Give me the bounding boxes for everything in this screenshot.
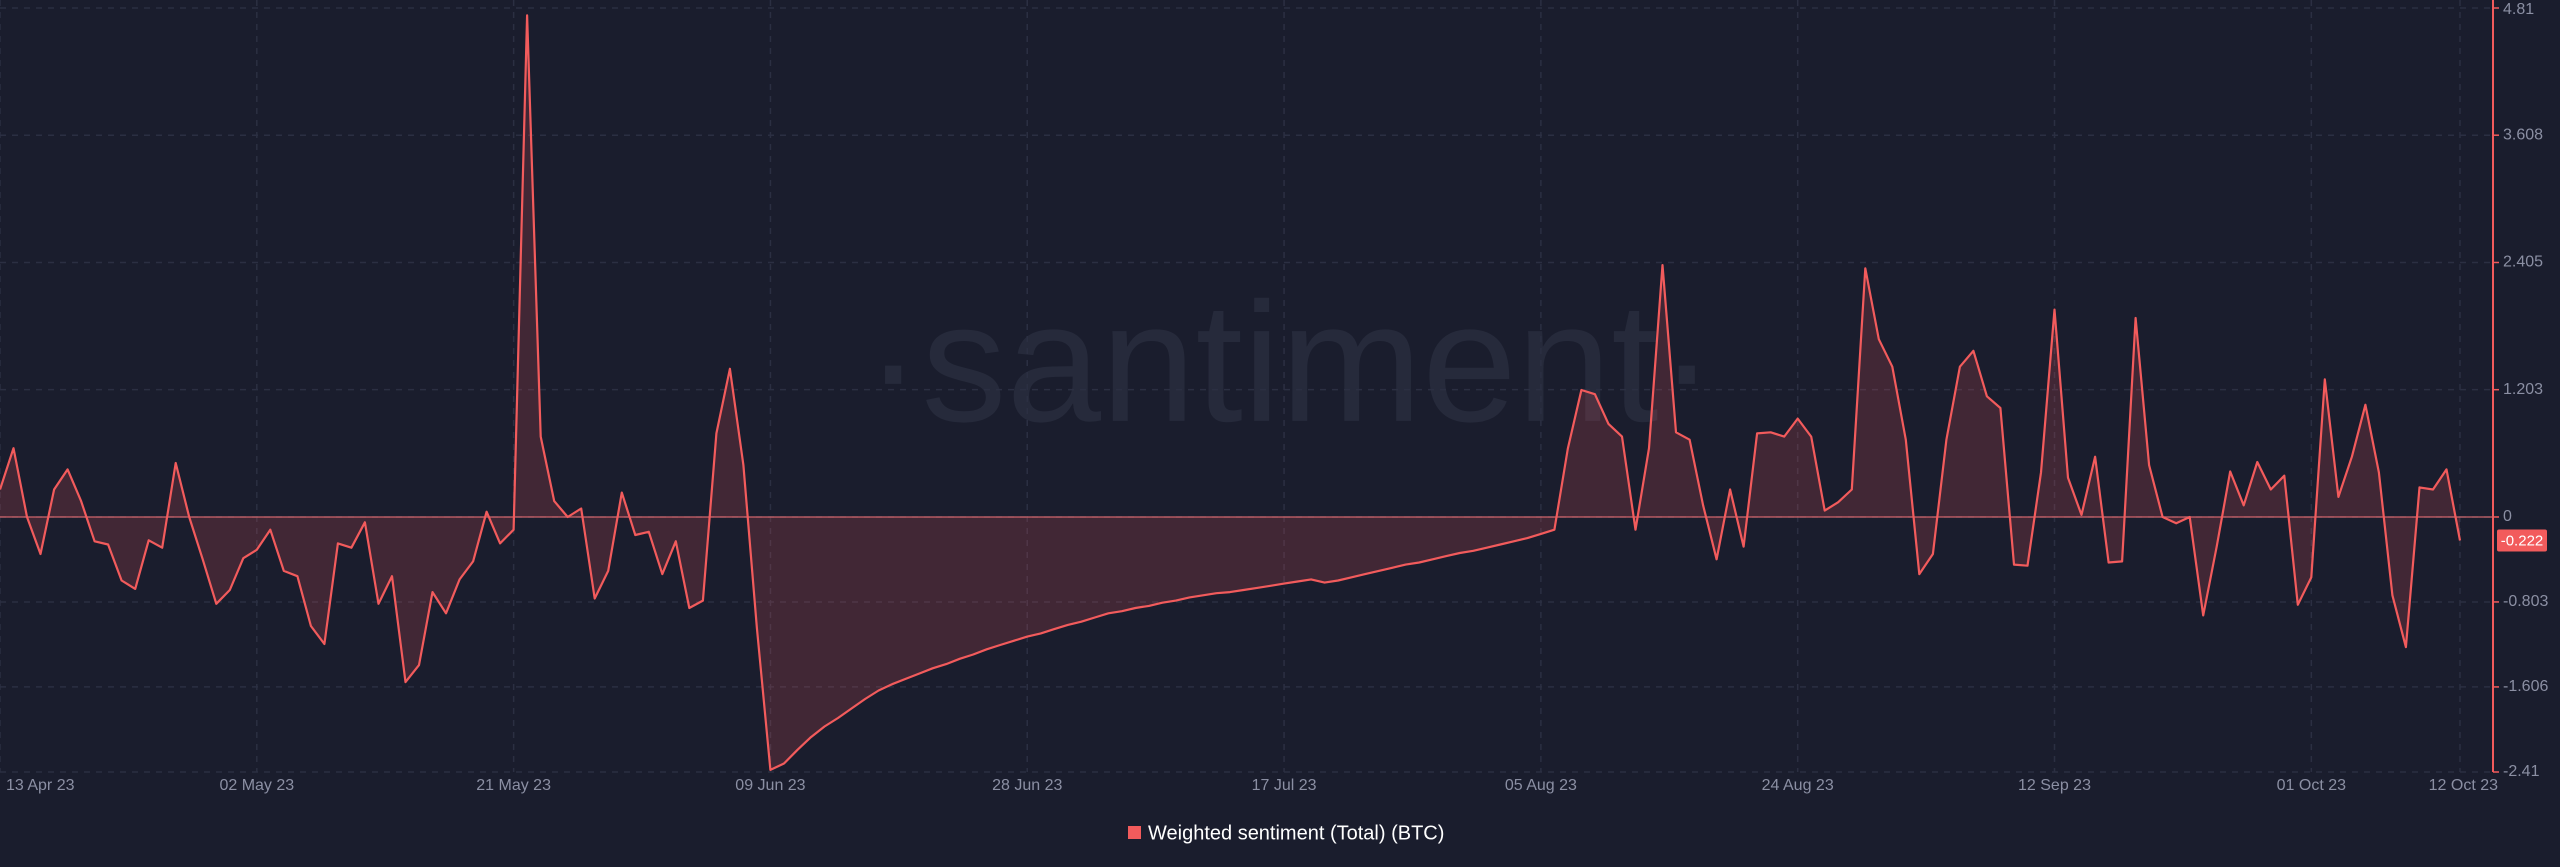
current-value-label: -0.222 — [2501, 532, 2544, 549]
y-tick-label: -2.41 — [2503, 763, 2540, 780]
y-tick-label: 2.405 — [2503, 254, 2543, 271]
legend-label: Weighted sentiment (Total) (BTC) — [1148, 822, 1444, 844]
x-tick-label: 02 May 23 — [219, 777, 294, 794]
x-tick-label: 21 May 23 — [476, 777, 551, 794]
current-value-badge — [2497, 529, 2547, 552]
x-tick-label: 17 Jul 23 — [1252, 777, 1317, 794]
line — [0, 14, 2462, 771]
x-tick-label: 05 Aug 23 — [1505, 777, 1577, 794]
y-tick-label: 1.203 — [2503, 381, 2543, 398]
x-tick-label: 13 Apr 23 — [6, 777, 75, 794]
y-tick-label: 0 — [2503, 508, 2512, 525]
x-tick-label: 24 Aug 23 — [1762, 777, 1834, 794]
x-tick-label: 12 Sep 23 — [2018, 777, 2091, 794]
x-tick-label: 12 Oct 23 — [2429, 777, 2498, 794]
y-tick-label: 4.81 — [2503, 1, 2534, 18]
x-tick-label: 09 Jun 23 — [735, 777, 805, 794]
legend-swatch — [1128, 826, 1141, 839]
area — [0, 15, 2460, 770]
y-tick-label: -0.803 — [2503, 593, 2548, 610]
x-tick-label: 01 Oct 23 — [2277, 777, 2346, 794]
y-tick-label: 3.608 — [2503, 126, 2543, 143]
y-tick-label: -1.606 — [2503, 678, 2548, 695]
x-tick-label: 28 Jun 23 — [992, 777, 1062, 794]
